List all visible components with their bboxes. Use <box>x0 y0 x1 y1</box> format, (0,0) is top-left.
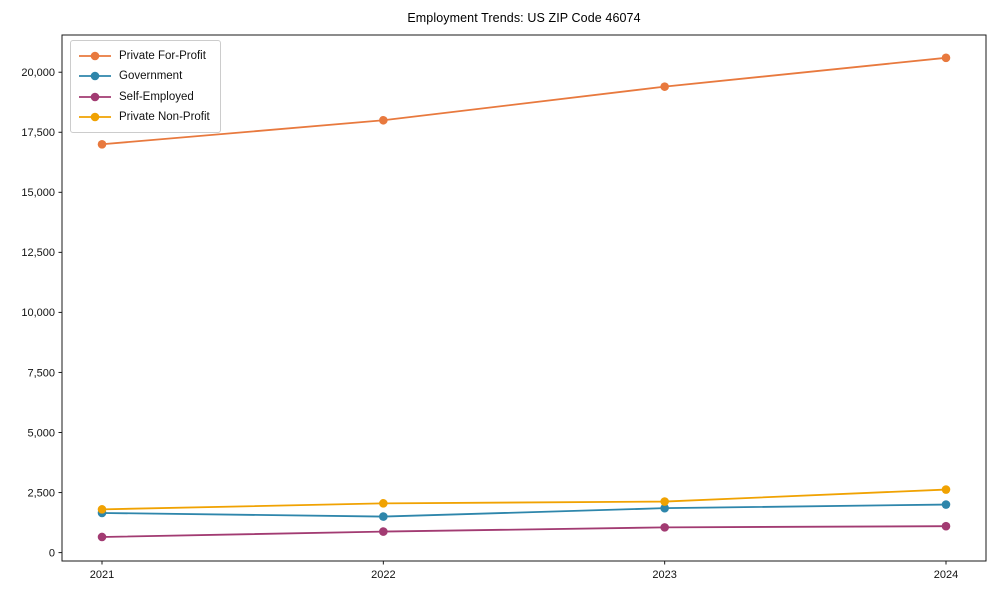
x-axis-tick-label: 2024 <box>934 569 958 581</box>
y-axis-tick-label: 12,500 <box>21 247 55 259</box>
legend-item: Self-Employed <box>78 88 210 105</box>
legend-label: Private Non-Profit <box>119 111 210 123</box>
legend-item: Government <box>78 68 210 85</box>
legend-line-marker-icon <box>79 92 111 101</box>
legend-line-marker-icon <box>79 51 111 60</box>
x-axis-tick-label: 2023 <box>652 569 676 581</box>
y-axis-tick-label: 2,500 <box>27 487 55 499</box>
series-line-self-employed <box>101 525 946 538</box>
data-point-private-non-profit-2021 <box>97 505 107 514</box>
series-line-private-non-profit <box>101 488 947 511</box>
data-point-private-non-profit-2022 <box>379 499 388 508</box>
x-axis-tick-label: 2022 <box>371 569 395 581</box>
y-axis-tick-label: 17,500 <box>21 127 55 139</box>
y-axis-tick-label: 0 <box>49 547 55 559</box>
y-axis-tick-label: 15,000 <box>21 187 55 199</box>
legend-line-marker-icon <box>79 112 111 122</box>
series-line-government <box>101 503 947 518</box>
y-axis-tick-label: 10,000 <box>21 307 55 319</box>
data-point-private-non-profit-2024 <box>941 485 951 494</box>
data-point-self-employed-2022 <box>379 527 388 536</box>
data-point-government-2023 <box>660 503 669 513</box>
data-point-government-2022 <box>379 512 388 521</box>
legend: Private For-Profit Government Self-Emplo… <box>70 40 221 133</box>
y-axis-tick-label: 5,000 <box>27 427 55 439</box>
data-point-private-for-profit-2022 <box>379 115 388 125</box>
legend-label: Private For-Profit <box>119 49 206 62</box>
data-point-self-employed-2021 <box>97 532 107 542</box>
y-axis-tick-label: 20,000 <box>21 67 55 79</box>
axes-spines <box>61 34 987 562</box>
data-point-government-2024 <box>941 500 951 509</box>
x-axis-tick-label: 2021 <box>90 569 114 581</box>
data-point-self-employed-2024 <box>941 521 951 531</box>
series-line-private-for-profit <box>101 56 947 146</box>
legend-line-marker-icon <box>79 71 111 81</box>
legend-label: Government <box>119 70 183 82</box>
data-point-private-non-profit-2023 <box>660 497 669 506</box>
data-point-private-for-profit-2021 <box>97 139 107 149</box>
legend-label: Self-Employed <box>119 90 194 103</box>
data-point-private-for-profit-2023 <box>660 82 669 91</box>
y-axis-tick-label: 7,500 <box>27 367 55 379</box>
data-point-self-employed-2023 <box>660 523 669 532</box>
legend-item: Private Non-Profit <box>78 109 210 126</box>
legend-item: Private For-Profit <box>78 47 210 64</box>
data-point-private-for-profit-2024 <box>941 53 951 63</box>
chart-title: Employment Trends: US ZIP Code 46074 <box>407 11 641 25</box>
